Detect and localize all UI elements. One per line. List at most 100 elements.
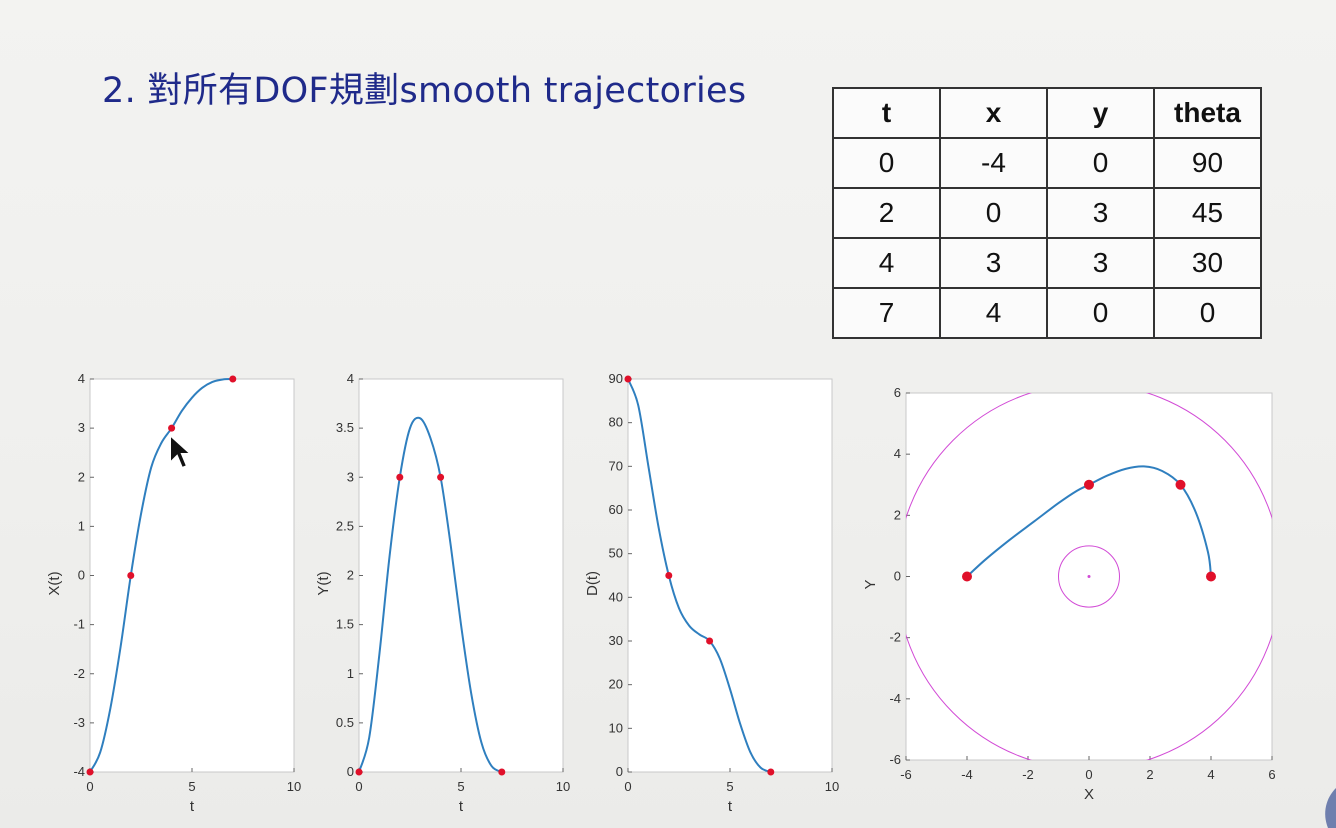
waypoint-marker	[86, 768, 94, 776]
table-row: 7 4 0 0	[832, 287, 1262, 339]
y-tick-label: -6	[889, 752, 901, 767]
y-tick-label: 0	[616, 764, 623, 779]
y-tick-label: 1.5	[336, 617, 354, 632]
table-cell: 3	[939, 237, 1048, 289]
y-tick-label: 4	[347, 371, 354, 386]
y-tick-label: 0.5	[336, 715, 354, 730]
table-row: 2 0 3 45	[832, 187, 1262, 239]
header-cell: x	[939, 87, 1048, 139]
x-tick-label: 5	[726, 779, 733, 794]
waypoint-marker	[962, 571, 972, 582]
x-tick-label: 0	[355, 779, 362, 794]
table-cell: 2	[832, 187, 941, 239]
y-tick-label: 1	[78, 518, 85, 533]
y-tick-label: 3	[347, 469, 354, 484]
y-tick-label: -4	[73, 764, 85, 779]
x-axis-label: t	[190, 798, 195, 815]
y-tick-label: 0	[347, 764, 354, 779]
y-tick-label: 20	[609, 677, 623, 692]
circle-group	[906, 393, 1272, 760]
waypoint-marker	[127, 572, 135, 579]
center-dot	[1087, 575, 1091, 578]
y-axis-label: Y(t)	[315, 571, 332, 595]
y-tick-label: 10	[609, 720, 623, 735]
x-tick-label: 5	[457, 779, 464, 794]
y-axis-label: Y	[862, 579, 879, 589]
table-cell: 0	[832, 137, 941, 189]
y-tick-label: -4	[889, 691, 901, 706]
waypoint-marker	[437, 473, 445, 481]
waypoint-marker	[498, 768, 506, 776]
y-tick-label: 1	[347, 666, 354, 681]
x-tick-label: 10	[556, 779, 570, 794]
trajectory-curve	[358, 416, 503, 773]
chart-1: 0 5 10 -4 -3 -2 -1 0 1 2 3 4 t X(t)	[46, 371, 301, 815]
x-axis-label: t	[459, 798, 464, 815]
x-tick-label: 2	[1146, 767, 1153, 782]
y-tick-label: 70	[609, 458, 623, 473]
header-cell: t	[832, 87, 941, 139]
y-tick-label: 2	[78, 469, 85, 484]
table-cell: -4	[939, 137, 1048, 189]
y-tick-label: 6	[894, 385, 901, 400]
table-cell: 4	[939, 287, 1048, 339]
y-axis-label: D(t)	[584, 571, 601, 596]
y-tick-label: 60	[609, 502, 623, 517]
x-tick-label: -4	[961, 767, 973, 782]
table-cell: 0	[1046, 287, 1155, 339]
table-cell: 7	[832, 287, 941, 339]
header-cell: theta	[1153, 87, 1262, 139]
y-tick-label: -1	[73, 617, 85, 632]
y-tick-label: -2	[73, 666, 85, 681]
waypoint-marker	[624, 375, 632, 383]
y-tick-label: 3	[78, 420, 85, 435]
table-cell: 45	[1153, 187, 1262, 239]
trajectory-curve	[89, 378, 233, 773]
waypoint-marker	[706, 637, 714, 645]
y-tick-label: -2	[889, 630, 901, 645]
x-tick-label: 5	[188, 779, 195, 794]
table-cell: 0	[1046, 137, 1155, 189]
x-tick-label: 0	[86, 779, 93, 794]
x-tick-label: -6	[900, 767, 912, 782]
y-axis-label: X(t)	[46, 571, 63, 595]
trajectory-table: t x y theta 0 -4 0 90 2 0 3 45 4 3 3 30 …	[832, 87, 1262, 339]
y-tick-label: 50	[609, 546, 623, 561]
y-tick-label: 90	[609, 371, 623, 386]
y-tick-label: 0	[78, 568, 85, 583]
boundary-circle	[1058, 545, 1120, 608]
chart-2: 0 5 10 0 0.5 1 1.5 2 2.5 3 3.5 4 t Y(t)	[315, 371, 570, 815]
y-tick-label: 4	[894, 446, 901, 461]
x-axis-label: t	[728, 798, 733, 815]
header-cell: y	[1046, 87, 1155, 139]
table-cell: 3	[1046, 237, 1155, 289]
x-tick-label: 10	[825, 779, 839, 794]
waypoint-marker	[229, 375, 237, 383]
x-tick-label: -2	[1022, 767, 1034, 782]
x-axis-label: X	[1084, 786, 1094, 803]
waypoint-marker	[396, 473, 404, 481]
chart-3: 0 5 10 0 10 20 30 40 50 60 70 80 90 t D(t)	[584, 371, 839, 815]
table-cell: 3	[1046, 187, 1155, 239]
table-cell: 0	[1153, 287, 1262, 339]
trajectory-curve	[966, 465, 1212, 578]
x-tick-label: 0	[624, 779, 631, 794]
y-tick-label: 80	[609, 415, 623, 430]
table-row: 4 3 3 30	[832, 237, 1262, 289]
y-tick-label: 2	[894, 507, 901, 522]
table-cell: 0	[939, 187, 1048, 239]
y-tick-label: 4	[78, 371, 85, 386]
table-cell: 90	[1153, 137, 1262, 189]
waypoint-marker	[665, 572, 673, 579]
table-cell: 30	[1153, 237, 1262, 289]
y-tick-label: 0	[894, 569, 901, 584]
plot-area	[89, 378, 295, 773]
mouse-pointer-icon	[169, 433, 194, 470]
trajectory-curve	[627, 378, 772, 773]
chart-4: -6 -4 -2 0 2 4 6 -6 -4 -2 0 2 4 6 X Y	[862, 385, 1276, 803]
y-tick-label: 40	[609, 589, 623, 604]
x-tick-label: 0	[1085, 767, 1092, 782]
table-row: 0 -4 0 90	[832, 137, 1262, 189]
y-tick-label: 3.5	[336, 420, 354, 435]
